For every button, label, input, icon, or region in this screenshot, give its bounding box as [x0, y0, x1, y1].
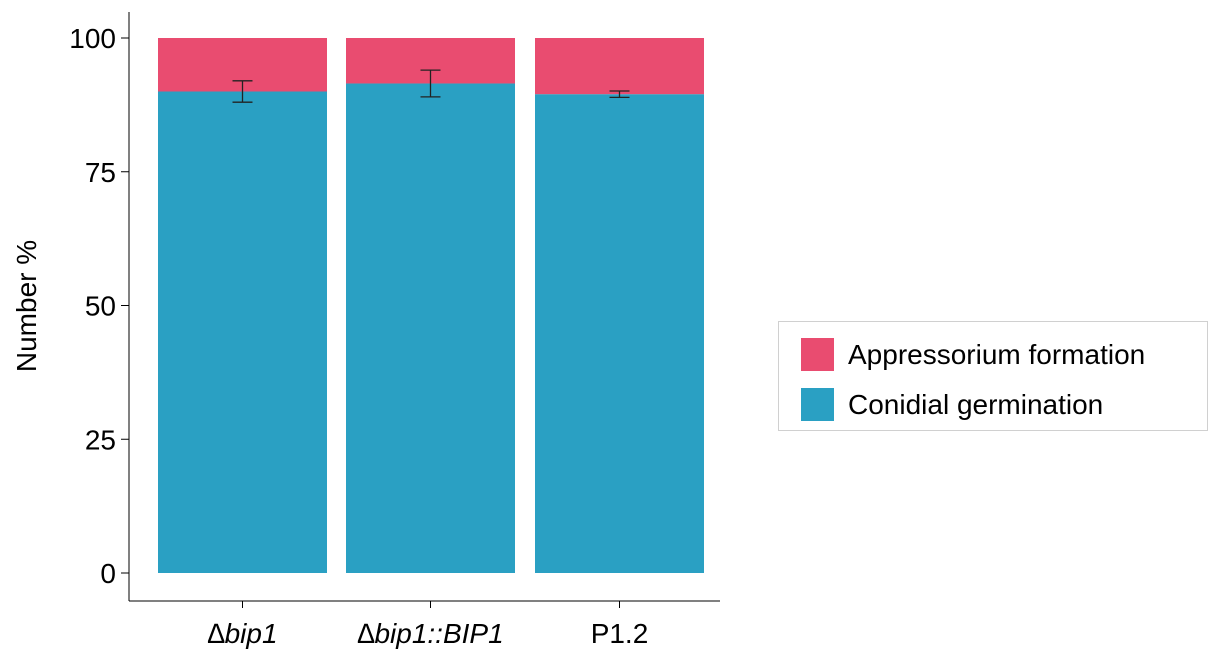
legend-swatch-appressorium	[801, 338, 834, 371]
y-tick-label-0: 0	[100, 558, 116, 589]
bar-appressorium-formation-3	[535, 38, 704, 95]
stacked-bar-chart: 0 25 50 75 100 ∆bip1 ∆bip1::BIP1 P1.2 Number %	[11, 12, 720, 649]
x-ticks-group: ∆bip1 ∆bip1::BIP1 P1.2	[207, 601, 648, 649]
legend: Appressorium formation Conidial germinat…	[778, 321, 1208, 431]
bar-conidial-germination-2	[346, 83, 515, 573]
legend-label-conidial: Conidial germination	[848, 388, 1104, 420]
y-tick-label-25: 25	[85, 424, 116, 455]
y-tick-label-75: 75	[85, 157, 116, 188]
y-tick-label-50: 50	[85, 291, 116, 322]
legend-item-conidial: Conidial germination	[801, 388, 1103, 421]
legend-item-appressorium: Appressorium formation	[801, 338, 1145, 371]
bar-conidial-germination-1	[158, 91, 327, 573]
legend-swatch-conidial	[801, 388, 834, 421]
legend-label-appressorium: Appressorium formation	[848, 338, 1146, 370]
x-tick-label-2: ∆bip1::BIP1	[357, 618, 503, 649]
y-axis-label: Number %	[11, 240, 42, 372]
x-tick-label-1: ∆bip1	[207, 618, 277, 649]
bar-conidial-germination-3	[535, 94, 704, 574]
y-ticks-group: 0 25 50 75 100	[69, 23, 129, 589]
y-tick-label-100: 100	[69, 23, 116, 54]
x-tick-label-3: P1.2	[591, 618, 649, 649]
errorbars-group	[232, 69, 630, 103]
bars-group	[158, 38, 704, 574]
